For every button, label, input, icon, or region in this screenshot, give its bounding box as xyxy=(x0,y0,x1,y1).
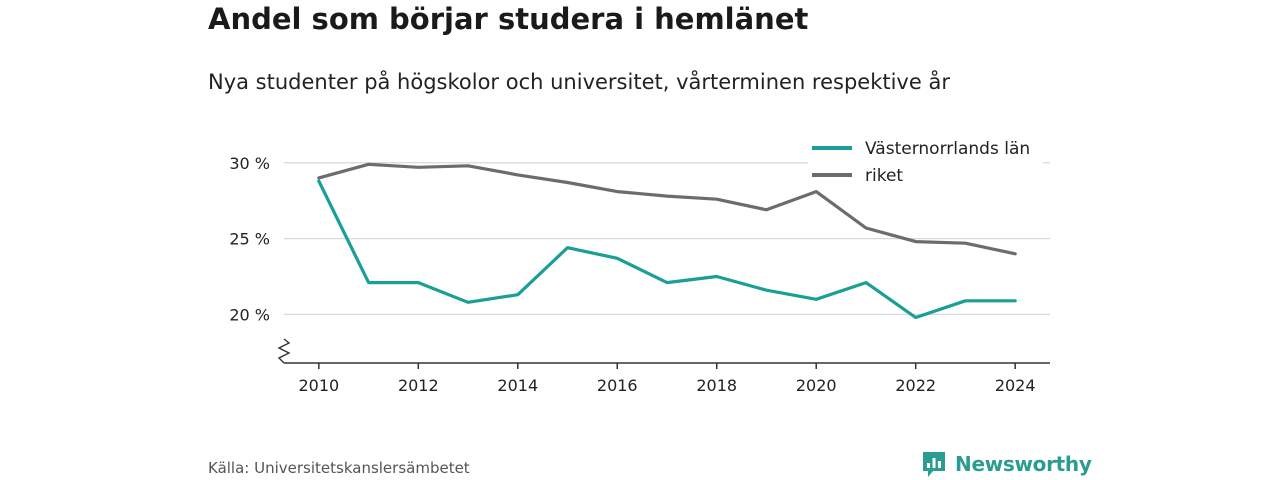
legend-background xyxy=(808,134,1043,190)
x-tick-label: 2010 xyxy=(298,376,339,395)
x-tick-label: 2012 xyxy=(398,376,439,395)
legend-label: riket xyxy=(865,166,903,186)
brand-logo: Newsworthy xyxy=(921,450,1092,478)
source-note: Källa: Universitetskanslersämbetet xyxy=(208,459,470,477)
y-axis-break-icon xyxy=(277,338,291,364)
brand-name: Newsworthy xyxy=(955,452,1092,476)
y-tick-label: 25 % xyxy=(229,230,270,249)
legend: Västernorrlands län riket xyxy=(808,134,1043,190)
x-tick-label: 2022 xyxy=(895,376,936,395)
axes: 20 % 25 % 30 % 2010 2012 2014 2016 2018 2020 2022… xyxy=(229,154,1050,395)
series-line-0 xyxy=(317,179,1017,320)
x-tick-label: 2016 xyxy=(597,376,638,395)
y-tick-label: 20 % xyxy=(229,305,270,324)
legend-label: Västernorrlands län xyxy=(865,139,1030,159)
chart-subtitle: Nya studenter på högskolor och universit… xyxy=(208,70,950,94)
x-tick-label: 2020 xyxy=(796,376,837,395)
series-lines xyxy=(317,162,1017,320)
chart-title: Andel som börjar studera i hemlänet xyxy=(208,2,809,36)
x-tick-label: 2018 xyxy=(696,376,737,395)
series-line-1 xyxy=(317,162,1017,256)
newsworthy-logo-icon xyxy=(923,452,945,477)
y-tick-label: 30 % xyxy=(229,154,270,173)
x-tick-label: 2024 xyxy=(995,376,1036,395)
x-tick-label: 2014 xyxy=(497,376,538,395)
